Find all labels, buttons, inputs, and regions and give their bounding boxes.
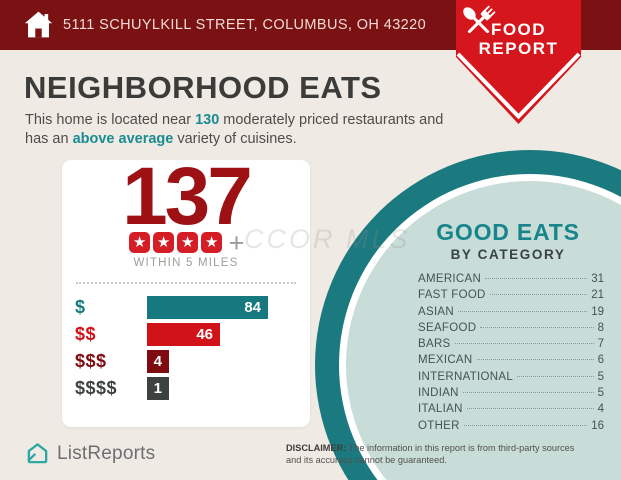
restaurant-count-highlight: 130: [195, 112, 220, 128]
watermark: CCOR MLS: [244, 224, 411, 254]
bar-label: $$: [75, 324, 97, 344]
category-leader: [480, 326, 594, 328]
intro-part2: moderately priced restaurants and has an: [25, 112, 444, 148]
category-row: AMERICAN 31: [418, 273, 604, 289]
badge-title-line2: REPORT: [478, 39, 559, 58]
bar-row: $$$ 4: [62, 350, 310, 373]
listreports-text: ListReports: [57, 442, 156, 464]
star-badge: ★: [201, 232, 223, 253]
badge-title-line1: FOOD: [490, 20, 547, 39]
variety-highlight: above average: [72, 131, 174, 148]
category-leader: [485, 278, 588, 279]
listreports-house-icon: [27, 443, 48, 464]
category-leader: [458, 310, 588, 312]
category-value: 4: [597, 403, 604, 416]
category-name: MEXICAN: [418, 354, 473, 367]
address-text: 5111 SCHUYLKILL STREET, COLUMBUS, OH 432…: [63, 17, 427, 33]
category-row: INDIAN 5: [418, 387, 604, 403]
food-report-badge: FOOD REPORT: [456, 0, 581, 124]
category-row: MEXICAN 6: [418, 354, 604, 370]
stats-card: 137 ★ ★ ★ ★ + WITHIN 5 MILES $84 $$ 46 $$$ 4 $$$$…: [62, 156, 310, 427]
category-value: 16: [591, 419, 604, 432]
good-eats-panel: GOOD EATS BY CATEGORY AMERICAN 31 FAST FOO…: [410, 219, 606, 436]
category-row: OTHER 16: [418, 420, 604, 436]
category-leader: [454, 343, 594, 345]
category-name: INDIAN: [418, 387, 459, 400]
bar-row: $$ 46: [62, 323, 310, 346]
star-badge: ★: [153, 232, 175, 253]
star-badge: ★: [177, 232, 199, 253]
bar-value: 46: [196, 326, 213, 343]
category-list: AMERICAN 31 FAST FOOD 21 ASIAN 19 SEAFOOD 8 BARS…: [410, 273, 606, 436]
card-divider: [76, 282, 296, 284]
category-name: BARS: [418, 338, 451, 351]
disclaimer-label: DISCLAIMER:: [286, 443, 347, 453]
bar-label: $$$: [75, 351, 107, 371]
price-bar-chart: $84 $$ 46 $$$ 4 $$$$ 1: [62, 296, 310, 404]
good-eats-subtitle: BY CATEGORY: [450, 247, 566, 262]
bar: 46: [147, 323, 220, 346]
category-row: SEAFOOD 8: [418, 322, 604, 338]
rating-stars: ★ ★ ★ ★ +: [62, 227, 310, 258]
category-row: BARS 7: [418, 338, 604, 354]
bar-label: $$$$: [75, 378, 118, 398]
within-radius-label: WITHIN 5 MILES: [133, 257, 239, 269]
category-row: FAST FOOD 21: [418, 289, 604, 305]
star-badge: ★: [129, 232, 151, 253]
category-leader: [462, 392, 594, 394]
intro-part3: variety of cuisines.: [173, 131, 297, 148]
intro-part1: This home is located near: [25, 112, 196, 128]
bar-value: 1: [153, 380, 162, 397]
category-value: 19: [591, 305, 604, 318]
house-icon: [24, 11, 53, 38]
bar: 1: [147, 377, 169, 400]
plus-sign: +: [228, 227, 245, 258]
good-eats-title: GOOD EATS: [436, 219, 580, 245]
restaurant-count: 137: [122, 151, 253, 242]
page-title: NEIGHBORHOOD EATS: [24, 70, 382, 105]
bar-value: 4: [153, 353, 162, 370]
category-row: ITALIAN 4: [418, 403, 604, 419]
listreports-logo: ListReports: [25, 441, 155, 466]
category-name: INTERNATIONAL: [418, 370, 514, 383]
category-name: ITALIAN: [418, 403, 463, 416]
category-leader: [466, 408, 594, 410]
category-leader: [489, 294, 588, 296]
disclaimer: DISCLAIMER: The information in this repo…: [286, 443, 590, 467]
category-name: AMERICAN: [418, 273, 482, 285]
intro-text: This home is located near 130 moderately…: [25, 111, 465, 150]
disclaimer-text: The information in this report is from t…: [286, 443, 575, 465]
bar-row: $84: [62, 296, 310, 319]
utensils-icon: [463, 5, 496, 34]
bar-row: $$$$ 1: [62, 377, 310, 400]
category-name: OTHER: [418, 419, 460, 432]
category-leader: [476, 359, 594, 361]
category-leader: [517, 375, 594, 377]
category-row: ASIAN 19: [418, 306, 604, 322]
category-value: 5: [597, 370, 604, 383]
category-value: 31: [591, 273, 604, 285]
bar: 84: [147, 296, 268, 319]
category-name: SEAFOOD: [418, 321, 477, 334]
category-value: 8: [597, 321, 604, 334]
category-value: 21: [591, 289, 604, 302]
category-value: 6: [597, 354, 604, 367]
bar: 4: [147, 350, 169, 373]
category-value: 5: [597, 387, 604, 400]
category-row: INTERNATIONAL 5: [418, 371, 604, 387]
category-value: 7: [597, 338, 604, 351]
category-name: ASIAN: [418, 305, 455, 318]
category-leader: [463, 424, 588, 426]
bar-label: $: [75, 297, 86, 317]
category-name: FAST FOOD: [418, 289, 486, 302]
bar-value: 84: [244, 299, 261, 316]
